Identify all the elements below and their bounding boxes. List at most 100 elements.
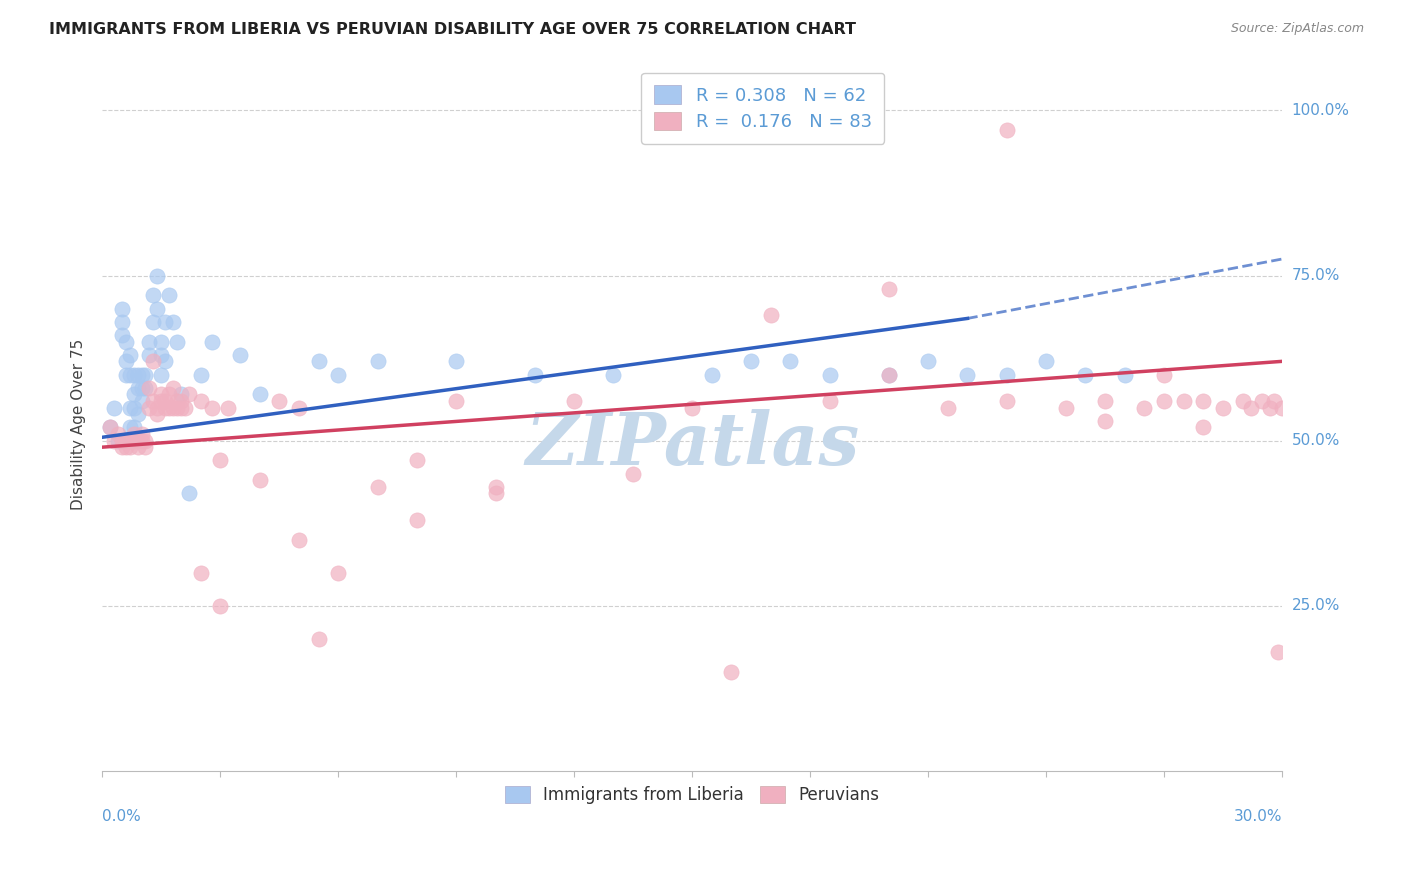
Point	[877, 368, 900, 382]
Point	[1035, 354, 1057, 368]
Point	[405, 513, 427, 527]
Point	[177, 486, 200, 500]
Point	[229, 348, 252, 362]
Point	[153, 315, 176, 329]
Text: Source: ZipAtlas.com: Source: ZipAtlas.com	[1230, 22, 1364, 36]
Point	[142, 394, 165, 409]
Point	[173, 401, 195, 415]
Point	[1054, 401, 1077, 415]
Point	[111, 301, 134, 316]
Point	[1271, 401, 1294, 415]
Text: 30.0%: 30.0%	[1233, 809, 1282, 824]
Point	[166, 334, 188, 349]
Point	[107, 434, 129, 448]
Point	[146, 301, 169, 316]
Point	[118, 440, 141, 454]
Point	[122, 427, 145, 442]
Point	[523, 368, 546, 382]
Point	[103, 401, 125, 415]
Point	[138, 334, 160, 349]
Point	[877, 282, 900, 296]
Point	[118, 401, 141, 415]
Point	[118, 368, 141, 382]
Point	[328, 368, 350, 382]
Point	[1114, 368, 1136, 382]
Point	[114, 334, 136, 349]
Point	[201, 401, 224, 415]
Point	[681, 401, 703, 415]
Point	[249, 387, 271, 401]
Point	[170, 401, 193, 415]
Point	[190, 368, 212, 382]
Point	[131, 394, 153, 409]
Point	[444, 394, 467, 409]
Point	[602, 368, 624, 382]
Point	[1192, 394, 1215, 409]
Point	[170, 387, 193, 401]
Point	[1173, 394, 1195, 409]
Point	[308, 354, 330, 368]
Point	[190, 394, 212, 409]
Point	[209, 453, 232, 467]
Point	[111, 327, 134, 342]
Point	[367, 354, 389, 368]
Point	[162, 315, 184, 329]
Point	[995, 123, 1018, 137]
Point	[249, 473, 271, 487]
Text: 75.0%: 75.0%	[1292, 268, 1340, 283]
Point	[367, 480, 389, 494]
Point	[1251, 394, 1274, 409]
Text: 25.0%: 25.0%	[1292, 599, 1340, 613]
Point	[127, 434, 149, 448]
Point	[562, 394, 585, 409]
Point	[134, 434, 156, 448]
Point	[127, 381, 149, 395]
Point	[122, 420, 145, 434]
Point	[1192, 420, 1215, 434]
Point	[1263, 394, 1285, 409]
Point	[484, 480, 506, 494]
Point	[134, 381, 156, 395]
Point	[405, 453, 427, 467]
Point	[118, 420, 141, 434]
Point	[146, 407, 169, 421]
Point	[1267, 645, 1289, 659]
Point	[142, 354, 165, 368]
Text: 100.0%: 100.0%	[1292, 103, 1350, 118]
Point	[114, 434, 136, 448]
Point	[122, 434, 145, 448]
Point	[201, 334, 224, 349]
Point	[288, 401, 311, 415]
Point	[818, 368, 841, 382]
Point	[150, 334, 173, 349]
Point	[131, 381, 153, 395]
Point	[131, 368, 153, 382]
Point	[1074, 368, 1097, 382]
Point	[162, 381, 184, 395]
Point	[190, 566, 212, 580]
Point	[1212, 401, 1234, 415]
Point	[146, 268, 169, 283]
Point	[700, 368, 723, 382]
Point	[217, 401, 239, 415]
Point	[131, 427, 153, 442]
Point	[621, 467, 644, 481]
Point	[150, 348, 173, 362]
Point	[166, 401, 188, 415]
Point	[308, 632, 330, 646]
Text: 50.0%: 50.0%	[1292, 434, 1340, 448]
Point	[114, 440, 136, 454]
Point	[1153, 368, 1175, 382]
Point	[995, 368, 1018, 382]
Point	[1258, 401, 1281, 415]
Point	[111, 315, 134, 329]
Point	[288, 533, 311, 547]
Point	[956, 368, 979, 382]
Point	[759, 308, 782, 322]
Point	[269, 394, 291, 409]
Point	[150, 387, 173, 401]
Point	[153, 401, 176, 415]
Point	[111, 434, 134, 448]
Point	[157, 401, 180, 415]
Point	[209, 599, 232, 613]
